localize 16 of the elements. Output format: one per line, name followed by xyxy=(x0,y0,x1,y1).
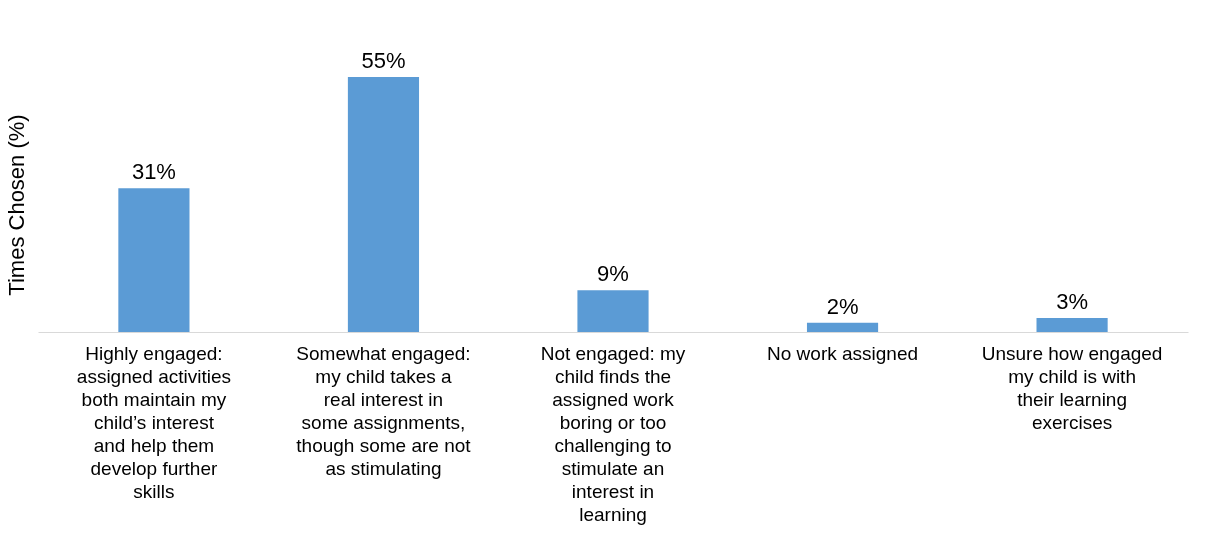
x-tick-label: Unsure how engaged my child is with their learning exercises xyxy=(981,342,1163,433)
x-tick-label: Highly engaged: assigned activities both maintain my child’s interest and help them develop further skills xyxy=(76,342,232,502)
data-label: 55% xyxy=(361,48,406,73)
data-label: 31% xyxy=(131,159,176,185)
bar xyxy=(577,290,649,332)
bar xyxy=(118,188,190,332)
y-axis-title: Times Chosen (%) xyxy=(3,114,29,296)
data-label: 3% xyxy=(1056,289,1088,315)
bar xyxy=(347,77,420,332)
x-tick-label: Somewhat engaged: my child takes a real interest in some assignments, though some are not as stimulating xyxy=(296,342,472,479)
bar xyxy=(806,322,879,332)
data-label: 9% xyxy=(597,261,629,287)
x-tick-label: Not engaged: my child finds the assigned work boring or too challenging to stimulate an interest in learning xyxy=(540,342,686,525)
data-label: 2% xyxy=(826,293,859,319)
x-tick-label: No work assigned xyxy=(767,342,919,364)
bar xyxy=(1036,318,1108,332)
